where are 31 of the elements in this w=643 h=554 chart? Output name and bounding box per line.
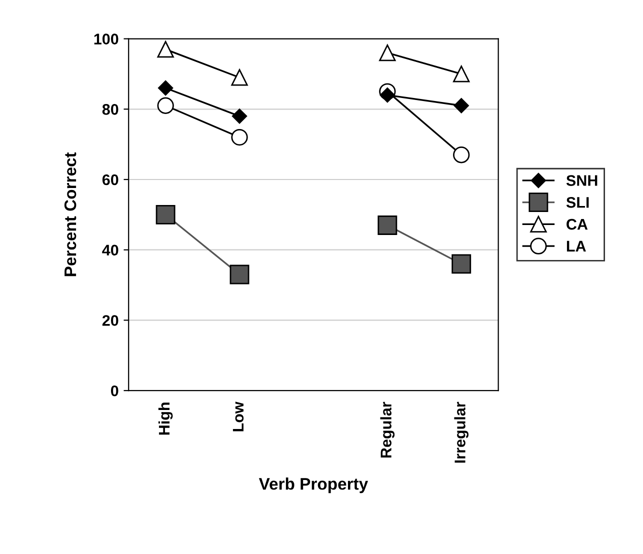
y-tick-label: 40 (102, 244, 118, 256)
point (453, 146, 470, 164)
point (158, 80, 174, 96)
point (379, 44, 396, 62)
x-axis-title: Verb Property (258, 478, 368, 494)
y-tick-label: 20 (102, 315, 118, 326)
legend-label: SNH (566, 175, 598, 186)
x-tick-label: High (158, 402, 173, 435)
point (230, 264, 250, 284)
point (454, 98, 469, 114)
y-tick-label: 80 (102, 104, 118, 115)
y-tick-label: 100 (94, 34, 118, 44)
point (232, 108, 248, 124)
point (231, 69, 248, 86)
x-tick-label: Low (232, 402, 244, 432)
x-tick-label: Irregular (454, 402, 469, 463)
point (380, 87, 395, 103)
point (452, 254, 472, 274)
point (453, 66, 470, 82)
y-tick-label: 60 (102, 174, 118, 186)
point (156, 204, 176, 224)
y-axis-title: Percent Correct (64, 152, 76, 276)
x-tick-label: Regular (380, 402, 395, 458)
point (157, 97, 174, 114)
legend-label: LA (566, 240, 586, 252)
point (378, 216, 398, 235)
y-tick-label: 0 (110, 385, 118, 396)
point (157, 41, 174, 58)
point (231, 128, 248, 146)
legend-label: CA (566, 218, 588, 230)
legend-label: SLI (566, 197, 589, 208)
